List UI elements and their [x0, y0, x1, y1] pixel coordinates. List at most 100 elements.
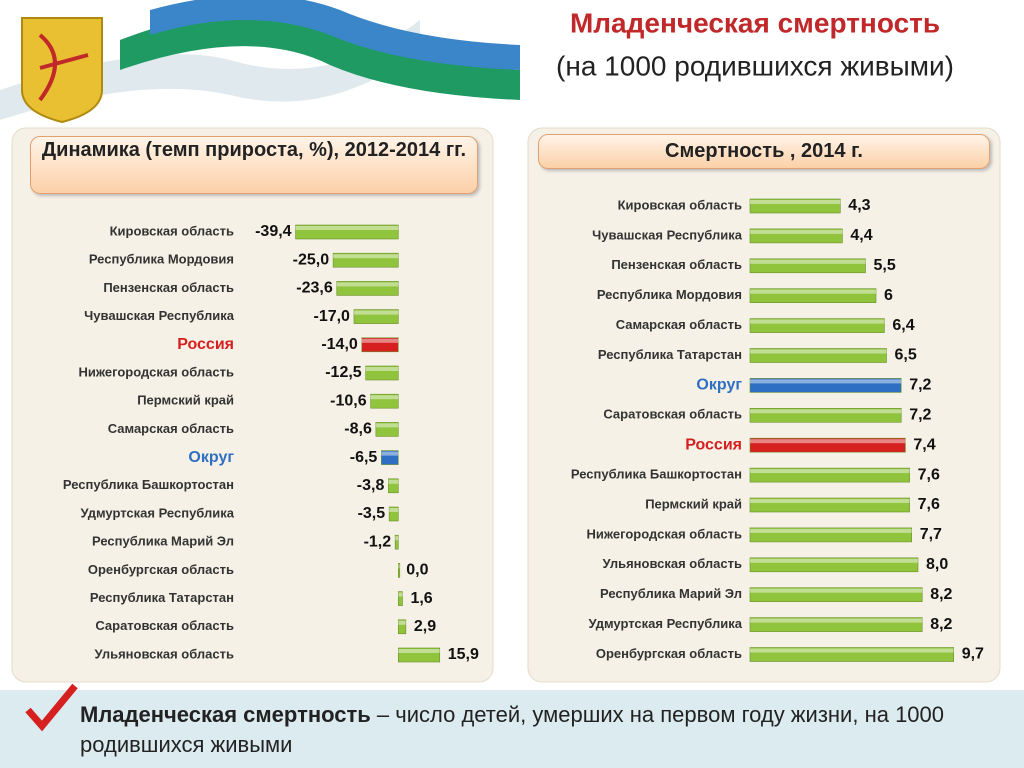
value-label: 15,9 — [448, 646, 479, 663]
bar — [749, 348, 887, 363]
category-label: Самарская область — [108, 421, 234, 436]
slide-subtitle: (на 1000 родившихся живыми) — [556, 50, 954, 81]
category-label: Округ — [188, 449, 234, 466]
bar-shine — [750, 229, 843, 234]
category-label: Нижегородская область — [78, 364, 234, 379]
category-label: Ульяновская область — [95, 646, 234, 661]
category-label: Пензенская область — [611, 257, 742, 272]
bar-shine — [365, 367, 399, 371]
bar-shine — [353, 310, 399, 315]
bar-shine — [750, 469, 910, 474]
bar — [397, 591, 403, 606]
bar — [749, 378, 902, 393]
bar-shine — [750, 319, 885, 324]
category-label: Кировская область — [110, 223, 234, 238]
value-label: -14,0 — [321, 336, 358, 353]
category-label: Саратовская область — [95, 618, 234, 633]
category-label: Саратовская область — [603, 407, 742, 422]
value-label: 6,4 — [892, 317, 914, 334]
bar — [749, 258, 866, 274]
bar — [397, 563, 401, 578]
bar-shine — [750, 259, 866, 264]
category-label: Чувашская Республика — [84, 308, 235, 323]
bar — [749, 288, 877, 304]
value-label: 5,5 — [874, 257, 896, 274]
bar — [749, 318, 885, 333]
category-label: Республика Башкортостан — [571, 467, 742, 482]
category-label: Россия — [177, 336, 234, 353]
coat-bow — [38, 33, 89, 102]
category-label: Республика Мордовия — [89, 252, 234, 267]
category-label: Пермский край — [645, 496, 742, 511]
bar — [749, 617, 923, 632]
bar — [388, 506, 399, 522]
bar-shine — [750, 200, 841, 204]
value-label: 8,0 — [926, 556, 948, 573]
category-label: Россия — [685, 436, 742, 453]
category-label: Ульяновская область — [603, 556, 742, 571]
ribbon-green — [120, 12, 520, 101]
value-label: -39,4 — [255, 223, 292, 240]
category-label: Кировская область — [618, 197, 742, 212]
value-label: 8,2 — [930, 586, 952, 603]
footer: Младенческая смертность – число детей, у… — [0, 683, 1024, 768]
value-label: -3,5 — [358, 505, 386, 522]
bar-shine — [750, 499, 910, 503]
value-label: 8,2 — [930, 616, 952, 633]
bar-shine — [750, 439, 906, 444]
value-label: 7,6 — [918, 466, 940, 483]
bar-shine — [398, 620, 406, 625]
bar-shine — [333, 254, 399, 259]
bar — [336, 281, 399, 296]
bar-shine — [398, 564, 400, 569]
bar-shine — [750, 379, 902, 384]
bar — [749, 557, 919, 573]
bar-shine — [750, 349, 887, 354]
ribbon — [0, 20, 420, 120]
bar-shine — [750, 588, 923, 593]
check-icon — [25, 683, 78, 732]
category-label: Республика Марий Эл — [92, 534, 234, 549]
ribbon-blue — [150, 0, 520, 70]
bar-shine — [388, 479, 399, 484]
bar — [749, 587, 923, 603]
value-label: 1,6 — [410, 590, 432, 607]
category-label: Удмуртская Республика — [588, 616, 742, 631]
bar — [749, 467, 910, 483]
definition: Младенческая смертность – число детей, у… — [80, 700, 1010, 760]
bar — [394, 534, 399, 550]
category-label: Пермский край — [137, 393, 234, 408]
chart-title: Смертность , 2014 г. — [538, 134, 990, 169]
bar — [397, 619, 407, 635]
value-label: 7,6 — [918, 496, 940, 513]
definition-text: – число детей, умерших на первом году жи… — [80, 702, 945, 757]
bar-shine — [361, 338, 399, 343]
bar-shine — [295, 226, 399, 230]
value-label: 0,0 — [406, 562, 428, 579]
category-label: Республика Мордовия — [597, 287, 742, 302]
bar — [749, 437, 906, 453]
bar-shine — [381, 451, 399, 456]
panel — [527, 127, 1001, 683]
bar-shine — [750, 289, 876, 294]
bar — [332, 252, 399, 268]
bar — [749, 407, 902, 423]
bar-shine — [750, 409, 902, 414]
bar — [375, 422, 399, 437]
bar — [295, 224, 399, 240]
bar — [749, 198, 841, 214]
category-label: Оренбургская область — [88, 562, 234, 577]
value-label: 7,7 — [920, 526, 942, 543]
bar — [388, 478, 399, 494]
value-label: -25,0 — [293, 251, 330, 268]
bar-shine — [398, 592, 403, 597]
category-label: Республика Татарстан — [90, 590, 234, 605]
value-label: -23,6 — [296, 280, 333, 297]
value-label: 7,2 — [909, 377, 931, 394]
bar — [353, 309, 399, 324]
category-label: Нижегородская область — [586, 526, 742, 541]
chart-title: Динамика (темп прироста, %), 2012-2014 г… — [30, 136, 478, 194]
value-label: 7,4 — [913, 436, 935, 453]
bar-shine — [370, 395, 399, 400]
